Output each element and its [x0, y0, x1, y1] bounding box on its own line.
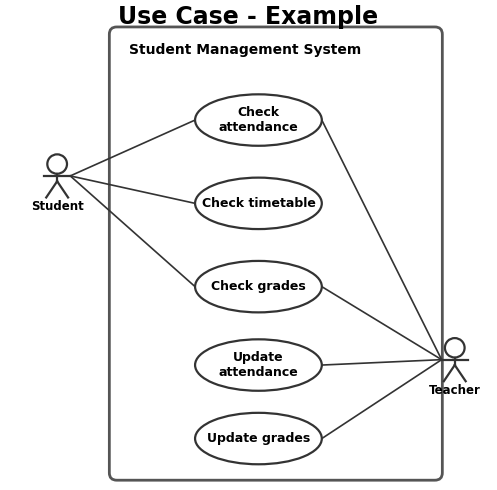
Text: Check
attendance: Check attendance: [219, 106, 298, 134]
Text: Teacher: Teacher: [429, 384, 481, 397]
Text: Update
attendance: Update attendance: [219, 351, 298, 379]
Text: Student: Student: [31, 200, 83, 213]
Text: Check timetable: Check timetable: [201, 197, 316, 210]
Text: Use Case - Example: Use Case - Example: [118, 5, 379, 29]
Text: Check grades: Check grades: [211, 280, 306, 293]
Ellipse shape: [195, 339, 322, 391]
Ellipse shape: [195, 261, 322, 313]
Ellipse shape: [195, 413, 322, 465]
Ellipse shape: [195, 177, 322, 229]
Ellipse shape: [195, 94, 322, 146]
Text: Update grades: Update grades: [207, 432, 310, 445]
Text: Student Management System: Student Management System: [129, 43, 361, 57]
FancyBboxPatch shape: [109, 27, 442, 480]
